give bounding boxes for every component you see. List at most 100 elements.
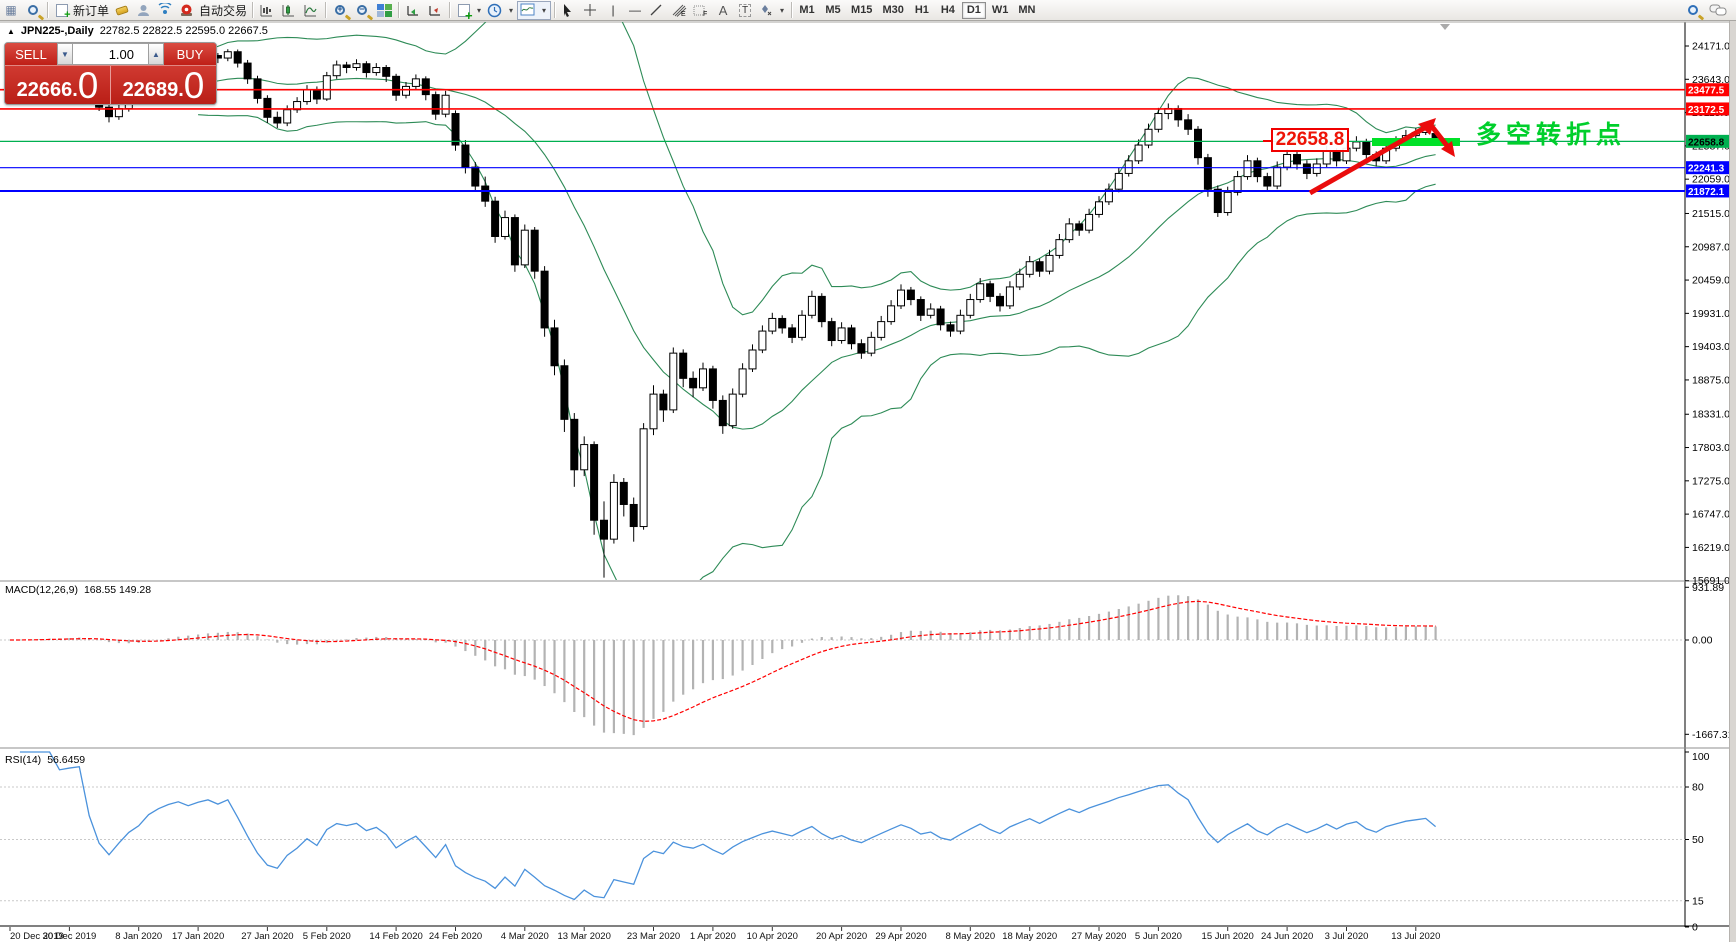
template-caret-icon: ▾ xyxy=(542,5,547,15)
x-axis-tick: 8 Jan 2020 xyxy=(115,931,162,942)
crosshair-icon xyxy=(583,3,600,18)
highlighter-button[interactable] xyxy=(111,1,133,20)
note-annotation-text[interactable]: 多空转折点 xyxy=(1476,121,1627,149)
zoom-in-button[interactable]: + xyxy=(329,1,351,20)
tile-windows-button[interactable] xyxy=(373,1,395,20)
data-window-icon xyxy=(25,3,42,18)
add-indicator-button[interactable]: + ▾ xyxy=(453,1,485,22)
template-icon xyxy=(520,3,537,18)
window-panel-icon: ▦ xyxy=(5,3,17,17)
highlighter-icon xyxy=(114,3,131,18)
macd-signal-line xyxy=(9,600,1436,722)
y-axis-tick: 17803.0 xyxy=(1692,442,1730,454)
x-axis-tick: 24 Feb 2020 xyxy=(429,931,482,942)
buy-price-button[interactable]: 22689. 0 xyxy=(111,65,216,105)
trendline-button[interactable] xyxy=(646,1,668,20)
timeframe-w1[interactable]: W1 xyxy=(991,4,1009,16)
svg-text:F: F xyxy=(703,11,707,17)
sell-price-int: 22666 xyxy=(16,79,73,101)
timeframe-d1[interactable]: D1 xyxy=(961,1,986,19)
main-toolbar: ▦ + 新订单 自动交易 + − + ▾ ▾ ▾ | — xyxy=(0,0,1736,22)
timeframe-mn[interactable]: MN xyxy=(1018,4,1036,16)
chat-icon[interactable] xyxy=(1709,3,1727,18)
y-axis-tick: 23643.0 xyxy=(1692,74,1730,86)
main-pane xyxy=(0,22,1685,580)
new-order-button[interactable]: + 新订单 xyxy=(51,1,111,20)
volume-down-button[interactable]: ▼ xyxy=(57,43,73,65)
y-axis-tick: 20987.0 xyxy=(1692,241,1730,253)
window-scrollbar[interactable] xyxy=(1729,21,1736,942)
hline-price-label xyxy=(1686,134,1731,148)
shapes-button[interactable]: ▾ xyxy=(756,1,788,20)
timeframe-m1[interactable]: M1 xyxy=(799,4,815,16)
buy-price-dot: . xyxy=(178,79,184,101)
timeframe-h1[interactable]: H1 xyxy=(914,4,929,16)
add-indicator-caret-icon: ▾ xyxy=(477,5,482,15)
buy-price-big: 0 xyxy=(183,65,205,105)
cursor-button[interactable] xyxy=(558,1,580,20)
svg-text:E: E xyxy=(681,11,686,17)
label-button[interactable]: T xyxy=(734,1,756,20)
shapes-caret-icon: ▾ xyxy=(780,5,785,15)
signals-icon xyxy=(158,2,175,18)
x-axis-tick: 29 Apr 2020 xyxy=(875,931,926,942)
buy-price-int: 22689 xyxy=(122,79,179,101)
timeframe-m30[interactable]: M30 xyxy=(882,4,904,16)
x-axis-tick: 18 May 2020 xyxy=(1002,931,1057,942)
indicators-forward-icon xyxy=(405,3,422,18)
fibonacci-button[interactable]: E xyxy=(668,1,690,20)
data-window-button[interactable] xyxy=(22,1,44,20)
x-axis-tick: 4 Mar 2020 xyxy=(501,931,549,942)
sell-price-button[interactable]: 22666. 0 xyxy=(5,66,110,104)
expert-advisor-icon xyxy=(136,3,153,18)
expert-advisor-button[interactable] xyxy=(133,1,155,20)
cycle-lines-icon: F xyxy=(693,3,710,18)
svg-text:0: 0 xyxy=(1692,922,1698,934)
signals-button[interactable] xyxy=(155,1,177,20)
x-axis-tick: 13 Mar 2020 xyxy=(558,931,611,942)
timeframe-m15[interactable]: M15 xyxy=(851,4,873,16)
candles-layer xyxy=(6,49,1440,578)
template-button[interactable]: ▾ xyxy=(517,0,552,20)
indicators-back-button[interactable] xyxy=(424,1,446,20)
svg-text:15: 15 xyxy=(1692,895,1704,907)
sell-button[interactable]: SELL xyxy=(5,43,57,65)
y-axis-tick: 19931.0 xyxy=(1692,308,1730,320)
candle-chart-icon xyxy=(281,3,298,18)
volume-input[interactable]: 1.00 xyxy=(73,43,148,65)
bar-chart-button[interactable] xyxy=(256,1,278,20)
indicators-forward-button[interactable] xyxy=(402,1,424,20)
text-button[interactable]: A xyxy=(712,1,734,20)
add-indicator-icon: + xyxy=(455,3,473,22)
y-axis-tick: 17275.0 xyxy=(1692,475,1730,487)
zoom-out-button[interactable]: − xyxy=(351,1,373,20)
x-axis-tick: 27 Jan 2020 xyxy=(241,931,293,942)
y-axis-tick: 21515.0 xyxy=(1692,208,1730,220)
price-annotation-box[interactable]: 22658.8 xyxy=(1263,128,1349,152)
auto-trading-button[interactable]: 自动交易 xyxy=(177,1,249,20)
horizontal-line-button[interactable]: — xyxy=(624,1,646,20)
period-clock-button[interactable]: ▾ xyxy=(485,1,517,20)
cycle-lines-button[interactable]: F xyxy=(690,1,712,20)
timeframe-m5[interactable]: M5 xyxy=(825,4,841,16)
new-order-label: 新订单 xyxy=(73,3,110,18)
svg-text:23477.5: 23477.5 xyxy=(1688,86,1725,97)
search-icon[interactable] xyxy=(1684,3,1701,18)
line-chart-button[interactable] xyxy=(300,1,322,20)
window-panel-button[interactable]: ▦ xyxy=(0,1,22,20)
y-axis-tick: 19403.0 xyxy=(1692,341,1730,353)
tile-windows-icon xyxy=(376,3,393,18)
crosshair-button[interactable] xyxy=(580,1,602,20)
candle-chart-button[interactable] xyxy=(278,1,300,20)
bar-chart-icon xyxy=(259,3,276,18)
vertical-line-button[interactable]: | xyxy=(602,1,624,20)
volume-up-button[interactable]: ▲ xyxy=(148,43,164,65)
rsi-indicator-label: RSI(14) 56.6459 xyxy=(5,754,85,766)
x-axis-tick: 10 Apr 2020 xyxy=(747,931,798,942)
zoom-in-icon: + xyxy=(332,3,349,18)
buy-button[interactable]: BUY xyxy=(164,43,216,65)
svg-text:80: 80 xyxy=(1692,782,1704,794)
label-icon: T xyxy=(737,3,754,18)
timeframe-h4[interactable]: H4 xyxy=(940,4,955,16)
